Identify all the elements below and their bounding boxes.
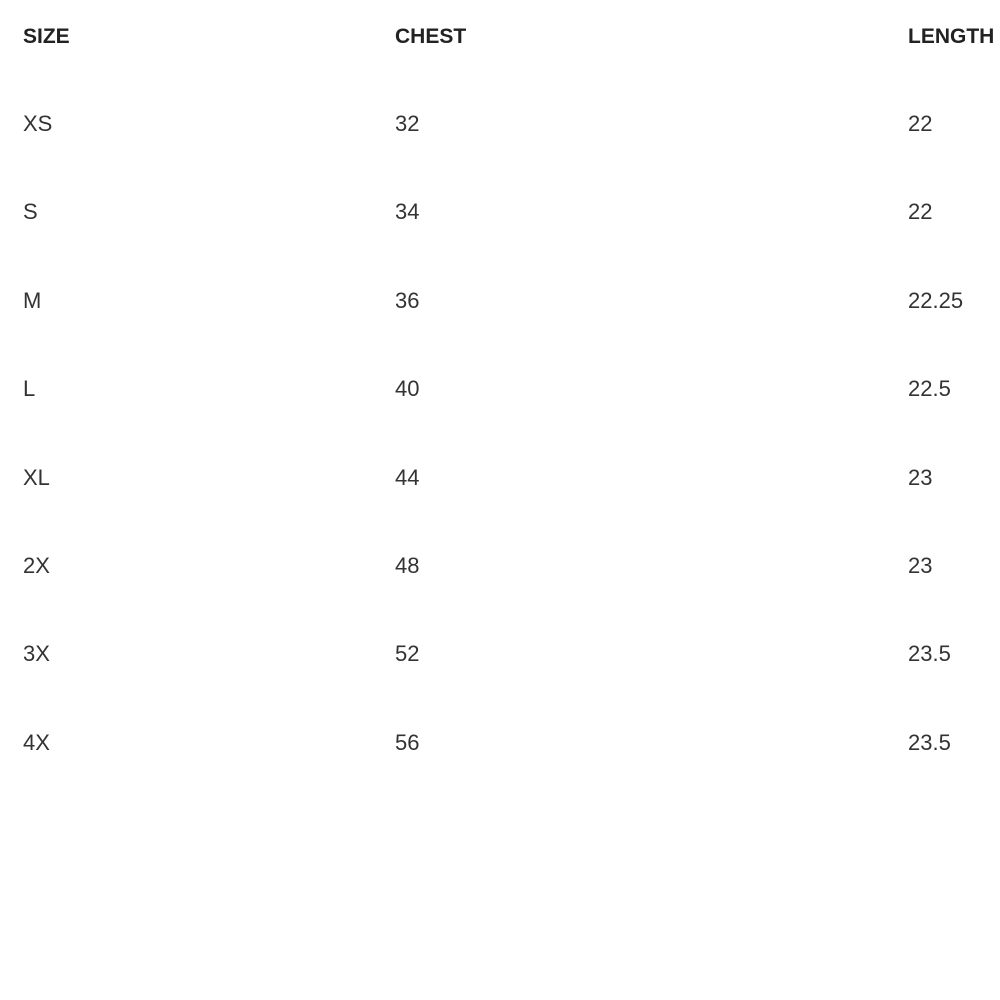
table-cell: 32 — [395, 111, 420, 136]
table-cell: 40 — [395, 376, 420, 402]
table-cell: 23 — [908, 553, 933, 578]
table-cell: 22.5 — [908, 376, 951, 402]
table-cell: 23.5 — [908, 729, 951, 755]
table-cell: 23 — [908, 464, 933, 490]
table-cell: XL — [23, 464, 50, 490]
table-cell: L — [23, 376, 36, 402]
table-cell: 23.5 — [908, 641, 951, 667]
table-cell: 34 — [395, 199, 420, 225]
table-cell: 48 — [395, 553, 420, 578]
table-cell: 52 — [395, 641, 420, 667]
column-header: CHEST — [395, 25, 467, 48]
table-cell: 22.25 — [908, 287, 964, 313]
table-cell: 2X — [23, 553, 50, 578]
table-cell: 22 — [908, 199, 933, 225]
table-cell: S — [23, 199, 38, 225]
table-cell: XS — [23, 111, 53, 136]
column-header: LENGTH — [908, 25, 995, 48]
table-cell: 4X — [23, 729, 50, 755]
table-cell: 56 — [395, 729, 420, 755]
table-cell: M — [23, 287, 42, 313]
table-cell: 44 — [395, 464, 420, 490]
table-cell: 36 — [395, 287, 420, 313]
table-cell: 3X — [23, 641, 50, 667]
column-header: SIZE — [23, 25, 70, 48]
table-cell: 22 — [908, 111, 933, 136]
